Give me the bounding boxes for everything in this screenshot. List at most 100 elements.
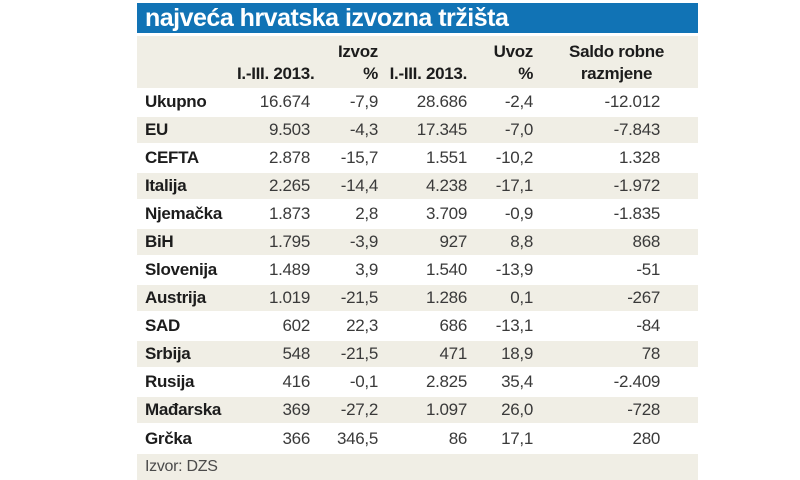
cell-izvoz-pct: -14,4 (312, 171, 380, 201)
table-row: Grčka 366 346,5 86 17,1 280 (137, 424, 698, 452)
cell-izvoz: 602 (282, 316, 311, 335)
cell-saldo: -2.409 (613, 372, 661, 391)
column-group-izvoz: Izvoz (237, 36, 380, 63)
cell-uvoz: 1.551 (425, 148, 467, 167)
cell-saldo: -84 (636, 316, 661, 335)
cell-izvoz: 369 (237, 395, 312, 425)
cell-saldo: -12.012 (604, 91, 661, 111)
cell-saldo: -7.843 (535, 115, 699, 145)
cell-uvoz: 2.825 (425, 372, 467, 391)
cell-uvoz-pct: -10,2 (495, 148, 534, 167)
table-row: Italija 2.265 -14,4 4.238 -17,1 -1.972 (137, 171, 699, 201)
cell-saldo: -1.835 (613, 204, 661, 223)
row-label: SAD (145, 316, 180, 335)
cell-saldo: 1.328 (618, 148, 661, 167)
cell-uvoz-pct: -13,1 (495, 316, 534, 335)
cell-uvoz-pct: 17,1 (501, 428, 534, 448)
table-row: Austrija 1.019 -21,5 1.286 0,1 -267 (137, 283, 699, 313)
column-header-izvoz-period: I.-III. 2013. (237, 63, 315, 88)
cell-uvoz-pct: -17,1 (469, 171, 536, 201)
cell-izvoz-pct: 3,9 (355, 260, 378, 279)
row-label: Rusija (145, 372, 195, 391)
cell-uvoz: 17.345 (380, 115, 469, 145)
table-row: SAD 602 22,3 686 -13,1 -84 (137, 312, 698, 340)
table-header: Izvoz Uvoz Saldo robne razmjene I.-III. … (137, 36, 699, 88)
table-row: EU 9.503 -4,3 17.345 -7,0 -7.843 (137, 115, 699, 145)
cell-izvoz: 1.489 (268, 260, 310, 279)
cell-uvoz-pct: -0,9 (504, 204, 534, 223)
header-spacer (137, 63, 237, 88)
cell-izvoz-pct: 346,5 (336, 428, 378, 448)
column-group-uvoz: Uvoz (380, 36, 536, 63)
cell-izvoz-pct: -3,9 (312, 227, 380, 257)
source-bar: Izvor: DZS (137, 454, 698, 480)
row-label: Grčka (145, 428, 192, 448)
cell-uvoz-pct: 26,0 (469, 395, 536, 425)
cell-saldo: -267 (535, 283, 699, 313)
cell-izvoz-pct: -27,2 (312, 395, 380, 425)
cell-uvoz: 28.686 (416, 91, 468, 111)
saldo-header-line1: Saldo robne (569, 42, 664, 61)
cell-izvoz: 9.503 (237, 115, 312, 145)
row-label: Ukupno (145, 91, 207, 111)
cell-izvoz: 2.878 (268, 148, 310, 167)
column-header-uvoz-period: I.-III. 2013. (380, 63, 469, 88)
column-header-saldo: Saldo robne razmjene (535, 36, 699, 88)
cell-saldo: 868 (535, 227, 699, 257)
cell-izvoz-pct: 22,3 (346, 316, 378, 335)
cell-izvoz-pct: -7,9 (349, 91, 378, 111)
cell-uvoz: 4.238 (380, 171, 469, 201)
table-row: CEFTA 2.878 -15,7 1.551 -10,2 1.328 (137, 144, 698, 172)
column-header-uvoz-pct: % (469, 63, 536, 88)
cell-izvoz: 416 (282, 372, 311, 391)
column-header-izvoz-pct: % (312, 63, 380, 88)
cell-uvoz: 1.286 (380, 283, 469, 313)
cell-izvoz-pct: -15,7 (340, 148, 379, 167)
row-label: Austrija (137, 283, 237, 313)
cell-saldo: 78 (535, 339, 699, 369)
trade-table: Izvoz Uvoz Saldo robne razmjene I.-III. … (137, 36, 699, 452)
cell-izvoz-pct: -21,5 (312, 339, 380, 369)
cell-uvoz: 1.540 (425, 260, 467, 279)
cell-uvoz: 686 (439, 316, 468, 335)
cell-uvoz: 1.097 (380, 395, 469, 425)
row-label: Mađarska (137, 395, 237, 425)
table-row: Ukupno 16.674 -7,9 28.686 -2,4 -12.012 (137, 88, 698, 116)
table-row: Slovenija 1.489 3,9 1.540 -13,9 -51 (137, 256, 698, 284)
table-row: BiH 1.795 -3,9 927 8,8 868 (137, 227, 699, 257)
page-title: najveća hrvatska izvozna tržišta (145, 3, 509, 32)
cell-saldo: -1.972 (535, 171, 699, 201)
source-note: Izvor: DZS (145, 458, 218, 475)
cell-uvoz-pct: 0,1 (469, 283, 536, 313)
cell-izvoz-pct: 2,8 (355, 204, 378, 223)
cell-izvoz: 16.674 (259, 91, 311, 111)
cell-saldo: -51 (636, 260, 661, 279)
cell-saldo: -728 (535, 395, 699, 425)
cell-uvoz-pct: 35,4 (501, 372, 534, 391)
cell-uvoz: 471 (380, 339, 469, 369)
cell-uvoz-pct: 8,8 (469, 227, 536, 257)
row-label: CEFTA (145, 148, 199, 167)
header-spacer (137, 36, 237, 63)
cell-izvoz: 1.873 (268, 204, 310, 223)
cell-uvoz: 86 (448, 428, 468, 448)
row-label: Njemačka (145, 204, 222, 223)
table-row: Srbija 548 -21,5 471 18,9 78 (137, 339, 699, 369)
cell-izvoz: 1.019 (237, 283, 312, 313)
title-bar: najveća hrvatska izvozna tržišta (137, 3, 698, 33)
cell-uvoz-pct: -13,9 (495, 260, 534, 279)
cell-uvoz-pct: -2,4 (504, 91, 534, 111)
cell-izvoz: 366 (282, 428, 311, 448)
cell-izvoz: 1.795 (237, 227, 312, 257)
table-row: Mađarska 369 -27,2 1.097 26,0 -728 (137, 395, 699, 425)
cell-uvoz-pct: 18,9 (469, 339, 536, 369)
trade-infographic: najveća hrvatska izvozna tržišta Izvoz U… (137, 3, 699, 480)
cell-izvoz: 2.265 (237, 171, 312, 201)
cell-izvoz-pct: -21,5 (312, 283, 380, 313)
cell-izvoz-pct: -0,1 (349, 372, 378, 391)
cell-izvoz-pct: -4,3 (312, 115, 380, 145)
table-row: Njemačka 1.873 2,8 3.709 -0,9 -1.835 (137, 200, 698, 228)
saldo-header-line2: razmjene (580, 64, 653, 83)
cell-izvoz: 548 (237, 339, 312, 369)
table-row: Rusija 416 -0,1 2.825 35,4 -2.409 (137, 368, 698, 396)
